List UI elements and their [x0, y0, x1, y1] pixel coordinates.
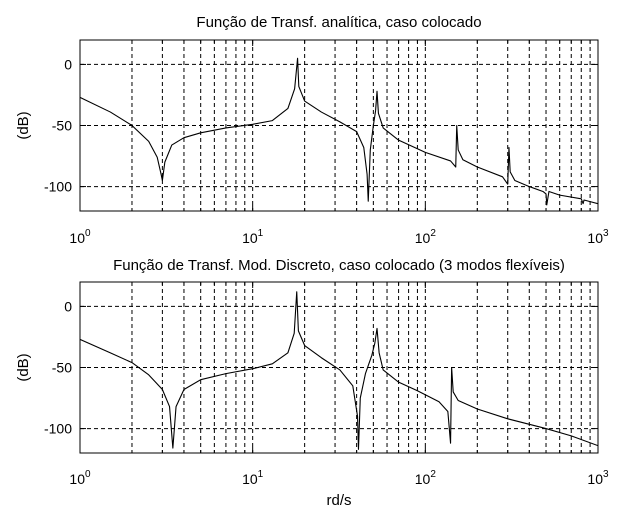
chart-0-ytick-label: -50	[52, 118, 72, 134]
chart-1-series-line	[80, 291, 598, 450]
chart-1-xtick-label: 100	[69, 469, 91, 487]
chart-0-ylabel: (dB)	[15, 111, 32, 139]
chart-1-ylabel: (dB)	[15, 353, 32, 381]
chart-1-title: Função de Transf. Mod. Discreto, caso co…	[113, 257, 565, 274]
chart-1-xtick-label: 103	[587, 469, 609, 487]
chart-0-series-line	[80, 57, 598, 206]
chart-1-ytick-label: 0	[64, 298, 72, 314]
chart-0-xtick-label: 103	[587, 228, 609, 246]
chart-1-ytick-label: -50	[52, 360, 72, 376]
chart-0-ytick-label: 0	[64, 56, 72, 72]
chart-0-title: Função de Transf. analítica, caso coloca…	[196, 14, 481, 31]
chart-1-plot-frame	[79, 281, 599, 454]
chart-1-xtick-label: 101	[242, 469, 264, 487]
bottom-chart: Função de Transf. Mod. Discreto, caso co…	[15, 257, 609, 509]
chart-0-ytick-label: -100	[44, 179, 72, 195]
top-chart: Função de Transf. analítica, caso coloca…	[15, 14, 609, 246]
chart-1-xtick-label: 102	[415, 469, 437, 487]
chart-1-ytick-label: -100	[44, 421, 72, 437]
chart-0-xtick-label: 100	[69, 228, 91, 246]
chart-0-xtick-label: 101	[242, 228, 264, 246]
chart-0-plot-frame	[79, 39, 599, 212]
chart-1-xlabel: rd/s	[326, 492, 351, 509]
chart-0-xtick-label: 102	[415, 228, 437, 246]
